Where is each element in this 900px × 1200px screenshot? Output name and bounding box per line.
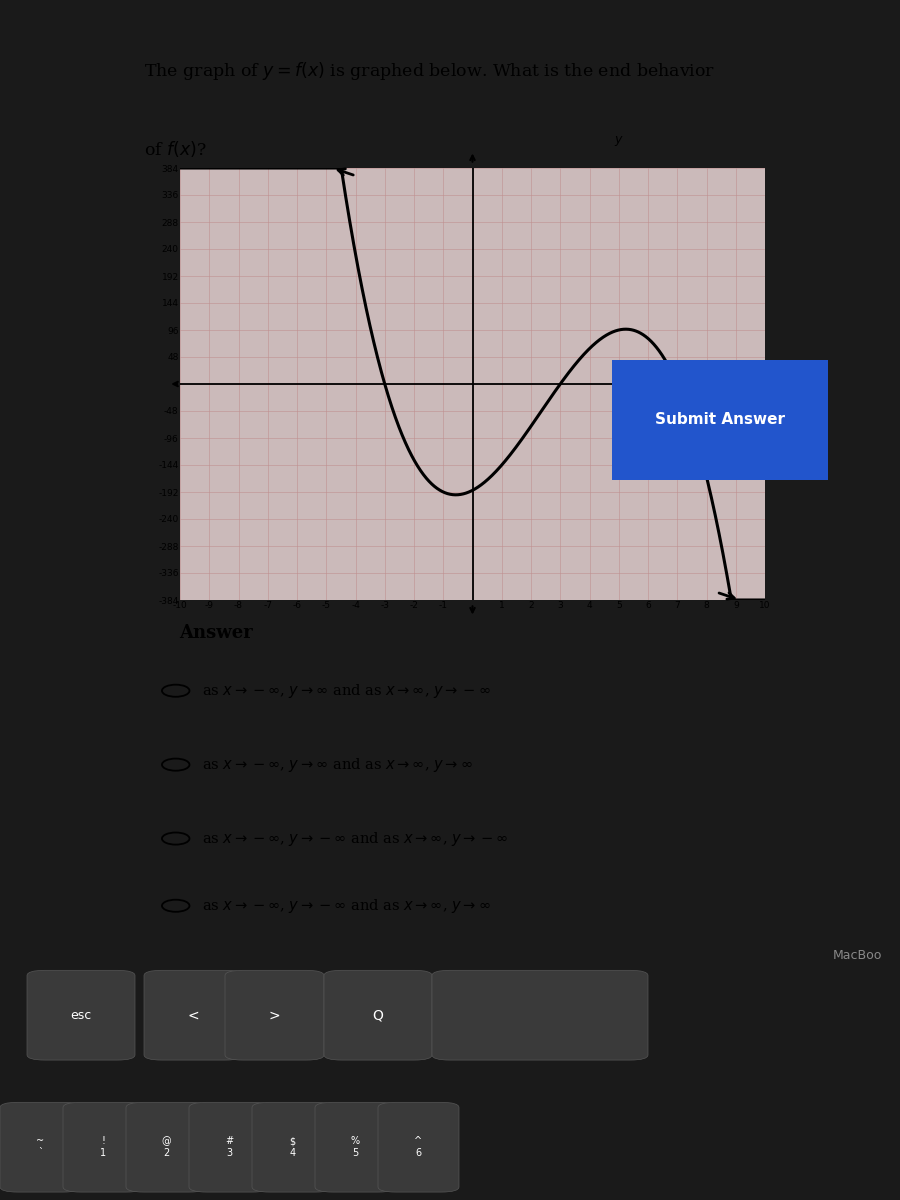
Text: #
3: # 3 bbox=[225, 1136, 234, 1158]
FancyBboxPatch shape bbox=[225, 971, 324, 1060]
FancyBboxPatch shape bbox=[144, 971, 243, 1060]
Text: <: < bbox=[188, 1008, 199, 1022]
Text: Submit Answer: Submit Answer bbox=[655, 413, 785, 427]
FancyBboxPatch shape bbox=[315, 1103, 396, 1192]
Text: as $x \rightarrow -\infty$, $y \rightarrow -\infty$ and as $x \rightarrow \infty: as $x \rightarrow -\infty$, $y \rightarr… bbox=[202, 896, 491, 914]
FancyBboxPatch shape bbox=[324, 971, 432, 1060]
FancyBboxPatch shape bbox=[63, 1103, 144, 1192]
FancyBboxPatch shape bbox=[189, 1103, 270, 1192]
FancyBboxPatch shape bbox=[252, 1103, 333, 1192]
Text: MacBoo: MacBoo bbox=[832, 949, 882, 962]
Text: as $x \rightarrow -\infty$, $y \rightarrow \infty$ and as $x \rightarrow \infty$: as $x \rightarrow -\infty$, $y \rightarr… bbox=[202, 756, 473, 774]
Text: of $f(x)$?: of $f(x)$? bbox=[144, 139, 207, 160]
Text: as $x \rightarrow -\infty$, $y \rightarrow -\infty$ and as $x \rightarrow \infty: as $x \rightarrow -\infty$, $y \rightarr… bbox=[202, 829, 509, 847]
Text: The graph of $y = f(x)$ is graphed below. What is the end behavior: The graph of $y = f(x)$ is graphed below… bbox=[144, 60, 716, 82]
Text: %
5: % 5 bbox=[351, 1136, 360, 1158]
FancyBboxPatch shape bbox=[126, 1103, 207, 1192]
Text: as $x \rightarrow -\infty$, $y \rightarrow \infty$ and as $x \rightarrow \infty$: as $x \rightarrow -\infty$, $y \rightarr… bbox=[202, 682, 491, 700]
FancyBboxPatch shape bbox=[378, 1103, 459, 1192]
Text: >: > bbox=[269, 1008, 280, 1022]
Text: Answer: Answer bbox=[180, 624, 253, 642]
Text: ~
`: ~ ` bbox=[36, 1136, 45, 1158]
Text: Q: Q bbox=[373, 1008, 383, 1022]
Text: !
1: ! 1 bbox=[101, 1136, 106, 1158]
Text: $x$: $x$ bbox=[783, 372, 792, 385]
Text: $y$: $y$ bbox=[614, 133, 624, 148]
FancyBboxPatch shape bbox=[27, 971, 135, 1060]
Text: esc: esc bbox=[70, 1009, 92, 1021]
FancyBboxPatch shape bbox=[0, 1103, 81, 1192]
Text: ^
6: ^ 6 bbox=[414, 1136, 423, 1158]
Text: $
4: $ 4 bbox=[290, 1136, 295, 1158]
Text: @
2: @ 2 bbox=[162, 1136, 171, 1158]
FancyBboxPatch shape bbox=[432, 971, 648, 1060]
